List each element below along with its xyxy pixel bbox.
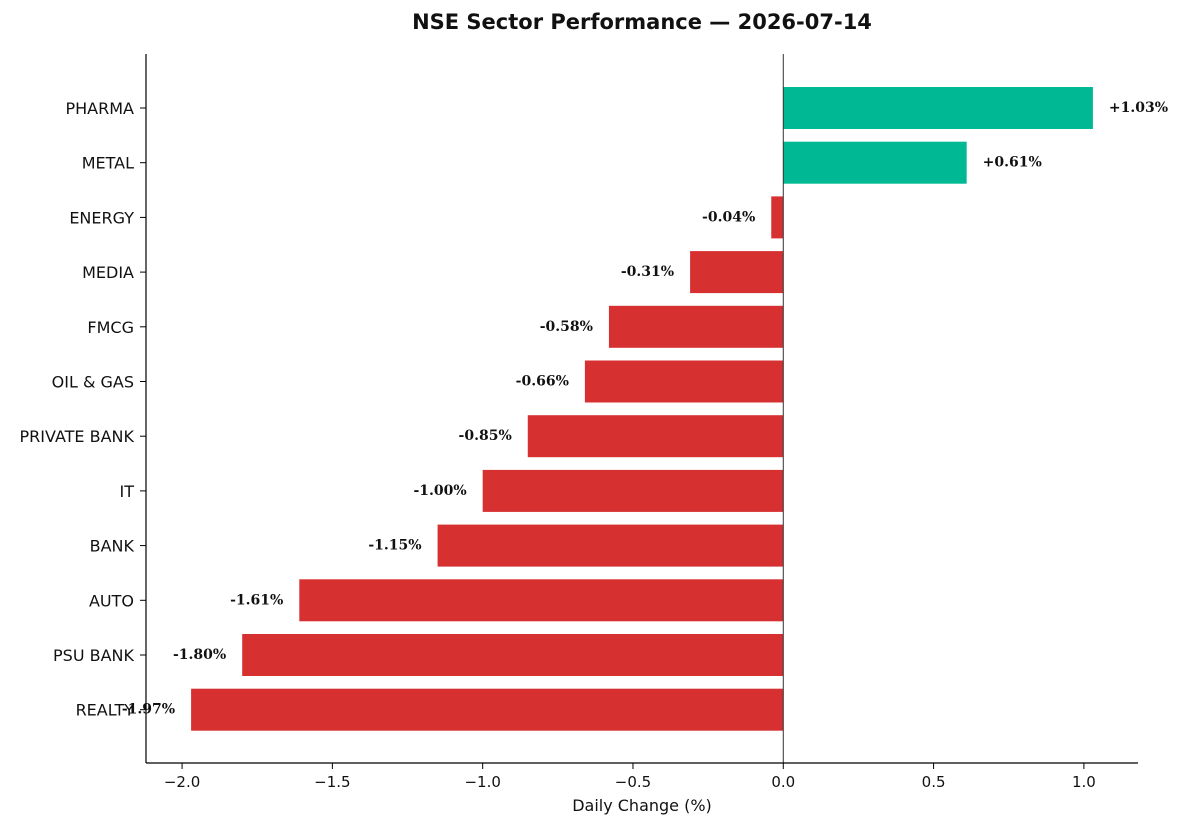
bar-realty <box>191 688 784 731</box>
data-label: -1.97% <box>122 702 175 718</box>
bar-energy <box>771 196 784 239</box>
x-tick-label: −1.0 <box>464 773 500 791</box>
data-label: -0.85% <box>459 428 512 444</box>
bar-metal <box>783 141 967 184</box>
x-tick-label: −1.5 <box>314 773 350 791</box>
x-tick-label: −2.0 <box>164 773 200 791</box>
x-axis-ticks: −2.0 −1.5 −1.0 −0.5 0.0 0.5 1.0 <box>164 763 1096 791</box>
category-label: METAL <box>82 154 134 173</box>
category-label: PRIVATE BANK <box>20 427 135 446</box>
chart-title: NSE Sector Performance — 2026-07-14 <box>412 10 872 34</box>
x-tick-label: −0.5 <box>615 773 651 791</box>
data-label: -0.04% <box>702 209 755 225</box>
bar-psu-bank <box>242 634 784 676</box>
data-label: -0.66% <box>516 374 569 390</box>
category-label: PSU BANK <box>53 646 134 665</box>
bar-fmcg <box>608 305 784 348</box>
bar-pharma <box>783 87 1093 129</box>
bar-bank <box>437 524 784 567</box>
x-tick-label: 1.0 <box>1072 773 1096 791</box>
data-label: -1.80% <box>173 647 226 663</box>
category-label: OIL & GAS <box>52 373 134 392</box>
data-label: -1.00% <box>413 483 466 499</box>
category-label: BANK <box>90 537 135 556</box>
data-label: +1.03% <box>1109 100 1168 116</box>
category-labels: PHARMA METAL ENERGY MEDIA FMCG OIL & GAS PRIVA… <box>20 99 146 720</box>
x-tick-label: 0.0 <box>771 773 795 791</box>
bar-private-bank <box>527 415 784 458</box>
bar-oil-gas <box>584 360 784 403</box>
bar-media <box>690 251 784 294</box>
category-label: IT <box>120 482 135 501</box>
data-label: -1.15% <box>368 538 421 554</box>
data-label: -1.61% <box>230 592 283 608</box>
bar-it <box>482 469 784 512</box>
data-labels: +1.03% +0.61% -0.04% -0.31% -0.58% -0.66% -0.8… <box>122 100 1168 718</box>
x-axis-label: Daily Change (%) <box>572 796 712 815</box>
category-label: FMCG <box>87 318 134 337</box>
bars-group <box>191 87 1093 731</box>
category-label: AUTO <box>89 591 134 610</box>
data-label: -0.58% <box>540 319 593 335</box>
category-label: REALTY <box>76 701 135 720</box>
category-label: MEDIA <box>82 263 134 282</box>
data-label: -0.31% <box>621 264 674 280</box>
category-label: PHARMA <box>66 99 135 118</box>
bar-auto <box>299 579 784 622</box>
x-tick-label: 0.5 <box>922 773 946 791</box>
category-label: ENERGY <box>69 208 134 227</box>
data-label: +0.61% <box>983 155 1042 171</box>
